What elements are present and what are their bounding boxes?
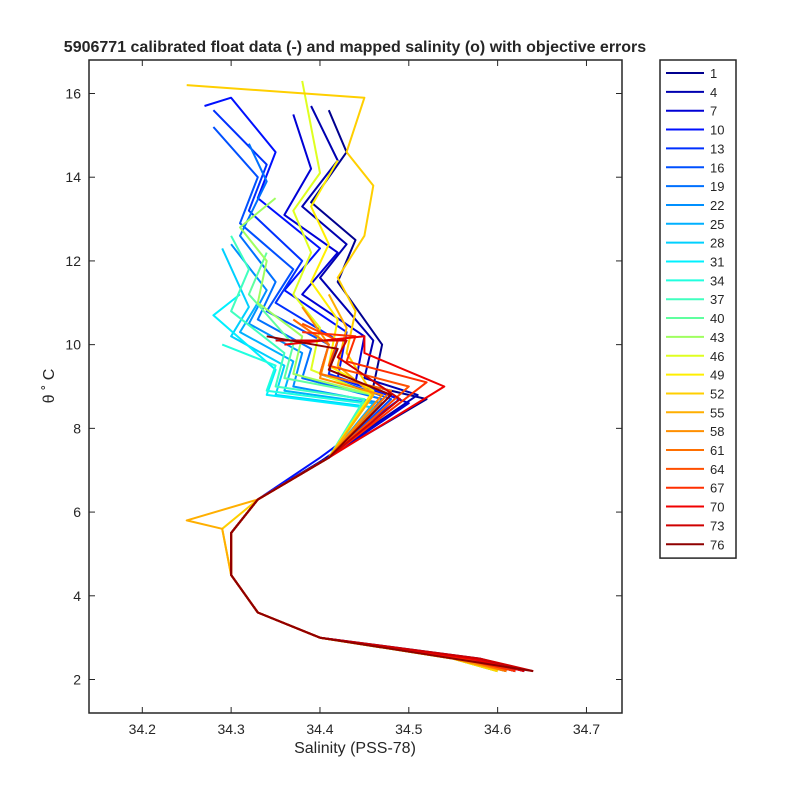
x-tick-label: 34.5 bbox=[395, 721, 422, 737]
y-tick-label: 2 bbox=[73, 672, 81, 688]
x-tick-label: 34.7 bbox=[573, 721, 600, 737]
legend-label-7: 7 bbox=[710, 104, 717, 119]
legend-label-49: 49 bbox=[710, 368, 724, 383]
x-tick-label: 34.2 bbox=[129, 721, 156, 737]
y-tick-label: 10 bbox=[65, 337, 81, 353]
plot-area-frame bbox=[88, 59, 623, 714]
legend-label-22: 22 bbox=[710, 198, 724, 213]
legend-label-40: 40 bbox=[710, 311, 724, 326]
legend-label-58: 58 bbox=[710, 424, 724, 439]
series-line-76 bbox=[230, 335, 534, 673]
y-tick-label: 4 bbox=[73, 588, 81, 604]
legend-label-16: 16 bbox=[710, 160, 724, 175]
legend-label-70: 70 bbox=[710, 500, 724, 515]
y-tick-label: 14 bbox=[65, 169, 81, 185]
axis-ticks: 34.2 34.3 34.4 34.5 34.6 34.7 2 4 6 8 10 12 14 16 bbox=[65, 60, 622, 737]
legend-label-76: 76 bbox=[710, 537, 724, 552]
legend-label-61: 61 bbox=[710, 443, 724, 458]
legend-label-73: 73 bbox=[710, 518, 724, 533]
legend-label-64: 64 bbox=[710, 462, 724, 477]
legend-label-28: 28 bbox=[710, 236, 724, 251]
legend-label-31: 31 bbox=[710, 255, 724, 270]
legend-label-67: 67 bbox=[710, 481, 724, 496]
legend-label-52: 52 bbox=[710, 386, 724, 401]
y-tick-label: 12 bbox=[65, 253, 81, 269]
legend-label-37: 37 bbox=[710, 292, 724, 307]
x-axis-label: Salinity (PSS-78) bbox=[294, 740, 416, 757]
chart-title: 5906771 calibrated float data (-) and ma… bbox=[64, 39, 646, 56]
legend-label-34: 34 bbox=[710, 273, 724, 288]
legend-box bbox=[659, 59, 737, 559]
legend-label-55: 55 bbox=[710, 405, 724, 420]
y-tick-label: 16 bbox=[65, 85, 81, 101]
y-axis-label: θ ˚ C bbox=[41, 369, 58, 404]
plot-lines bbox=[185, 80, 534, 673]
legend-label-10: 10 bbox=[710, 123, 724, 138]
legend: 1 4 7 10 13 16 19 22 25 28 31 34 37 40 43 46 49 52 55 58 61 6… bbox=[659, 59, 737, 559]
legend-label-46: 46 bbox=[710, 349, 724, 364]
x-tick-label: 34.3 bbox=[218, 721, 245, 737]
legend-label-25: 25 bbox=[710, 217, 724, 232]
legend-label-13: 13 bbox=[710, 141, 724, 156]
legend-label-43: 43 bbox=[710, 330, 724, 345]
legend-label-19: 19 bbox=[710, 179, 724, 194]
legend-label-4: 4 bbox=[710, 85, 717, 100]
y-tick-label: 6 bbox=[73, 504, 81, 520]
x-tick-label: 34.4 bbox=[306, 721, 333, 737]
y-tick-label: 8 bbox=[73, 420, 81, 436]
legend-label-1: 1 bbox=[710, 66, 717, 81]
x-tick-label: 34.6 bbox=[484, 721, 511, 737]
